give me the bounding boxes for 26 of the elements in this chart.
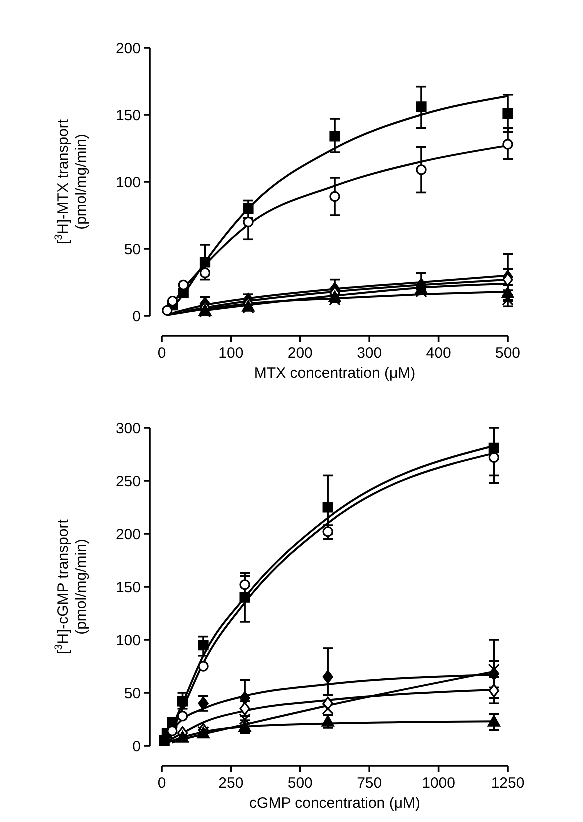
x-tick-label: 100 bbox=[218, 345, 244, 362]
y-tick-label: 0 bbox=[132, 308, 141, 326]
y-tick-label: 250 bbox=[116, 473, 141, 490]
x-tick-label: 1250 bbox=[491, 775, 525, 792]
y-tick-label: 100 bbox=[116, 174, 141, 192]
y-tick-label: 150 bbox=[116, 107, 141, 124]
x-axis-title: cGMP concentration (μM) bbox=[250, 795, 420, 812]
x-tick-label: 750 bbox=[357, 775, 382, 792]
x-axis-title: MTX concentration (μM) bbox=[254, 365, 416, 382]
y-tick-label: 150 bbox=[116, 579, 141, 596]
y-tick-label: 300 bbox=[116, 420, 141, 438]
x-tick-label: 300 bbox=[357, 345, 382, 362]
y-tick-label: 0 bbox=[132, 738, 141, 756]
x-tick-label: 500 bbox=[288, 775, 313, 792]
x-tick-label: 1000 bbox=[422, 775, 456, 792]
x-tick-label: 500 bbox=[495, 345, 521, 362]
y-tick-label: 100 bbox=[116, 632, 141, 650]
x-tick-label: 400 bbox=[426, 345, 452, 362]
y-tick-label: 50 bbox=[124, 685, 141, 702]
y-tick-label: 50 bbox=[124, 241, 141, 258]
x-tick-label: 200 bbox=[288, 345, 313, 362]
y-tick-label: 200 bbox=[116, 526, 141, 544]
y-tick-label: 200 bbox=[116, 40, 141, 58]
x-tick-label: 0 bbox=[158, 345, 166, 362]
x-tick-label: 0 bbox=[158, 775, 166, 792]
x-tick-label: 250 bbox=[218, 775, 244, 792]
